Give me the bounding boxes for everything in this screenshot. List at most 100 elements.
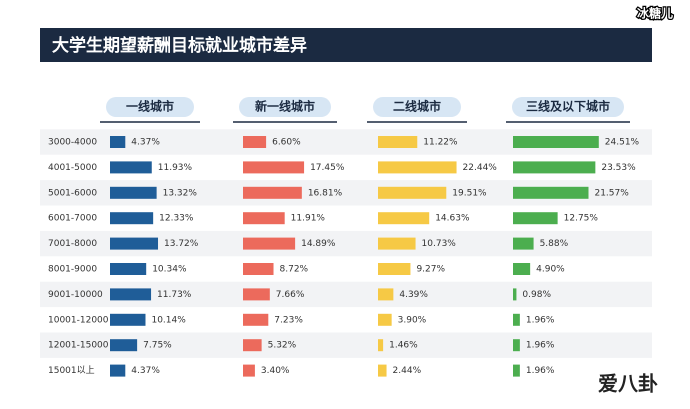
value-label: 8.72% <box>280 265 309 275</box>
column-header: 新一线城市 <box>255 99 315 114</box>
value-label: 3.90% <box>398 315 427 325</box>
value-label: 7.23% <box>274 315 303 325</box>
bar <box>378 364 387 377</box>
bar <box>378 263 411 275</box>
bar <box>110 186 157 199</box>
y-tick-label: 5001-6000 <box>48 188 97 198</box>
bar <box>513 288 517 301</box>
plot: 一线城市 新一线城市 二线城市 三线及以下城市 3000-4000 4001-5000 50… <box>40 97 652 377</box>
bar <box>378 237 416 250</box>
title-bar <box>40 28 652 62</box>
bar <box>513 313 520 326</box>
value-label: 11.91% <box>291 214 326 224</box>
bar <box>378 212 430 225</box>
value-label: 1.96% <box>526 366 555 376</box>
bar <box>110 313 146 326</box>
y-tick-label: 9001-10000 <box>48 290 103 300</box>
bar <box>378 288 394 301</box>
bar <box>243 288 270 301</box>
value-label: 7.66% <box>276 290 305 300</box>
bar <box>110 237 159 250</box>
column-header: 一线城市 <box>126 99 174 114</box>
bar <box>378 161 457 174</box>
value-label: 12.75% <box>564 214 599 224</box>
bar <box>243 212 285 225</box>
bar <box>513 161 596 174</box>
bar <box>110 212 154 225</box>
bar <box>378 136 418 148</box>
value-label: 12.33% <box>159 214 194 224</box>
bar <box>513 136 599 148</box>
value-label: 4.37% <box>131 366 160 376</box>
bar <box>378 339 384 352</box>
value-label: 10.34% <box>152 265 187 275</box>
value-label: 23.53% <box>601 163 636 173</box>
value-label: 14.63% <box>435 214 470 224</box>
value-label: 24.51% <box>605 138 640 148</box>
bar <box>110 364 126 377</box>
watermark: 爱八卦 <box>598 372 658 396</box>
y-tick-label: 7001-8000 <box>48 239 97 249</box>
bar <box>513 237 534 250</box>
bar <box>243 237 296 250</box>
y-tick-label: 6001-7000 <box>48 214 97 224</box>
value-label: 13.32% <box>163 188 198 198</box>
value-label: 9.27% <box>416 265 445 275</box>
column-header: 三线及以下城市 <box>526 99 610 114</box>
value-label: 4.39% <box>399 290 428 300</box>
value-label: 4.90% <box>536 265 565 275</box>
y-tick-label: 15001以上 <box>48 365 95 376</box>
chart-title: 大学生期望薪酬目标就业城市差异 <box>52 35 307 56</box>
value-label: 11.93% <box>158 163 193 173</box>
bar <box>243 136 267 148</box>
value-label: 5.32% <box>268 341 297 351</box>
y-tick-label: 8001-9000 <box>48 265 97 275</box>
bar <box>513 186 589 199</box>
column-header: 二线城市 <box>393 99 441 114</box>
value-label: 1.96% <box>526 341 555 351</box>
bar <box>378 186 447 199</box>
row-stripe <box>40 332 652 358</box>
value-label: 3.40% <box>261 366 290 376</box>
value-label: 14.89% <box>301 239 336 249</box>
bar <box>243 186 302 199</box>
value-label: 1.46% <box>389 341 418 351</box>
bar <box>243 339 262 352</box>
y-tick-label: 12001-15000 <box>48 341 109 351</box>
bar <box>378 313 392 326</box>
y-tick-label: 4001-5000 <box>48 163 97 173</box>
value-label: 0.98% <box>522 290 551 300</box>
value-label: 10.14% <box>151 315 186 325</box>
value-label: 21.57% <box>594 188 629 198</box>
value-label: 17.45% <box>310 163 345 173</box>
value-label: 13.72% <box>164 239 199 249</box>
column-header-bg <box>512 97 624 117</box>
bar <box>243 263 274 275</box>
bar <box>513 364 520 377</box>
y-tick-label: 3000-4000 <box>48 138 97 148</box>
bar <box>110 339 138 352</box>
value-label: 16.81% <box>308 188 343 198</box>
y-tick-label: 10001-12000 <box>48 315 109 325</box>
bar <box>243 364 255 377</box>
value-label: 10.73% <box>422 239 457 249</box>
bar <box>110 136 126 148</box>
bar <box>110 288 152 301</box>
column-header-bg <box>239 97 331 117</box>
value-label: 4.37% <box>131 138 160 148</box>
bar <box>243 313 269 326</box>
value-label: 7.75% <box>143 341 172 351</box>
column-header-bg <box>373 97 461 117</box>
value-label: 11.73% <box>157 290 192 300</box>
bar <box>110 161 152 174</box>
bar <box>513 212 558 225</box>
value-label: 6.60% <box>272 138 301 148</box>
bar <box>243 161 305 174</box>
value-label: 2.44% <box>393 366 422 376</box>
bar <box>513 263 531 275</box>
value-label: 11.22% <box>423 138 458 148</box>
value-label: 19.51% <box>452 188 487 198</box>
value-label: 1.96% <box>526 315 555 325</box>
bar <box>513 339 520 352</box>
